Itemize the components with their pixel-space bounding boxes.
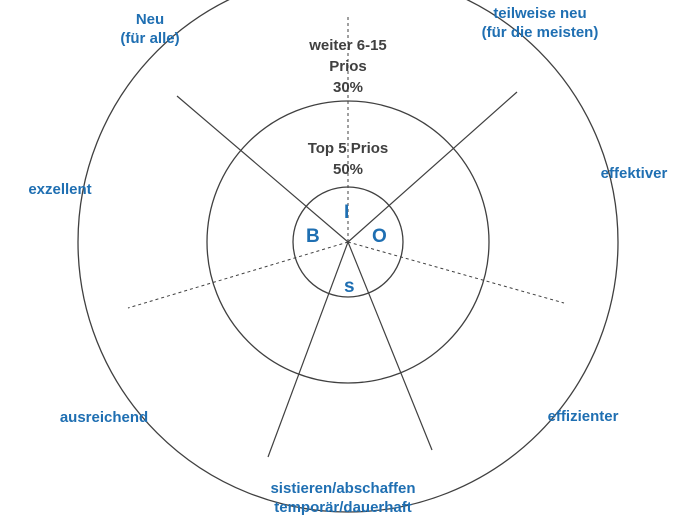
inner-ring-label: Top 5 Prios 50% [288,138,408,180]
divider-lower-right [347,241,433,451]
outer-circle [77,0,619,513]
divider-upper-right [347,91,518,243]
center-letter-right: O [372,226,387,247]
center-letter-bottom: S [344,276,355,297]
label-sistieren-line2: temporär/dauerhaft [274,499,412,516]
divider-lower-left [267,241,349,458]
center-letter-left: B [306,226,320,247]
label-teilweise-neu: teilweise neu (für die meisten) [455,4,625,42]
label-effizienter: effizienter [547,408,619,425]
divider-upper-left [176,95,349,243]
label-teilweise-line2: (für die meisten) [481,24,599,41]
label-sistieren: sistieren/abschaffen temporär/dauerhaft [243,479,443,517]
label-neu-line1: Neu [135,11,165,28]
label-sistieren-line1: sistieren/abschaffen [270,480,416,497]
inner-ring-label-line2: 50% [332,161,364,178]
inner-ring-label-line1: Top 5 Prios [307,140,389,157]
outer-ring-label-line1: weiter 6-15 [309,37,387,54]
center-letter-top: I [344,202,350,223]
divider-right-dashed [347,241,565,304]
label-teilweise-line1: teilweise neu [493,5,587,22]
label-ausreichend: ausreichend [59,409,149,426]
label-neu: Neu (für alle) [100,10,200,48]
outer-ring-label-line2: Prios [329,58,367,75]
label-neu-line2: (für alle) [120,30,180,47]
label-exzellent: exzellent [28,181,92,198]
outer-ring-label: weiter 6-15 Prios 30% [288,35,408,98]
divider-left-dashed [127,241,349,309]
label-effektiver: effektiver [600,165,668,182]
outer-ring-label-line3: 30% [332,79,364,96]
